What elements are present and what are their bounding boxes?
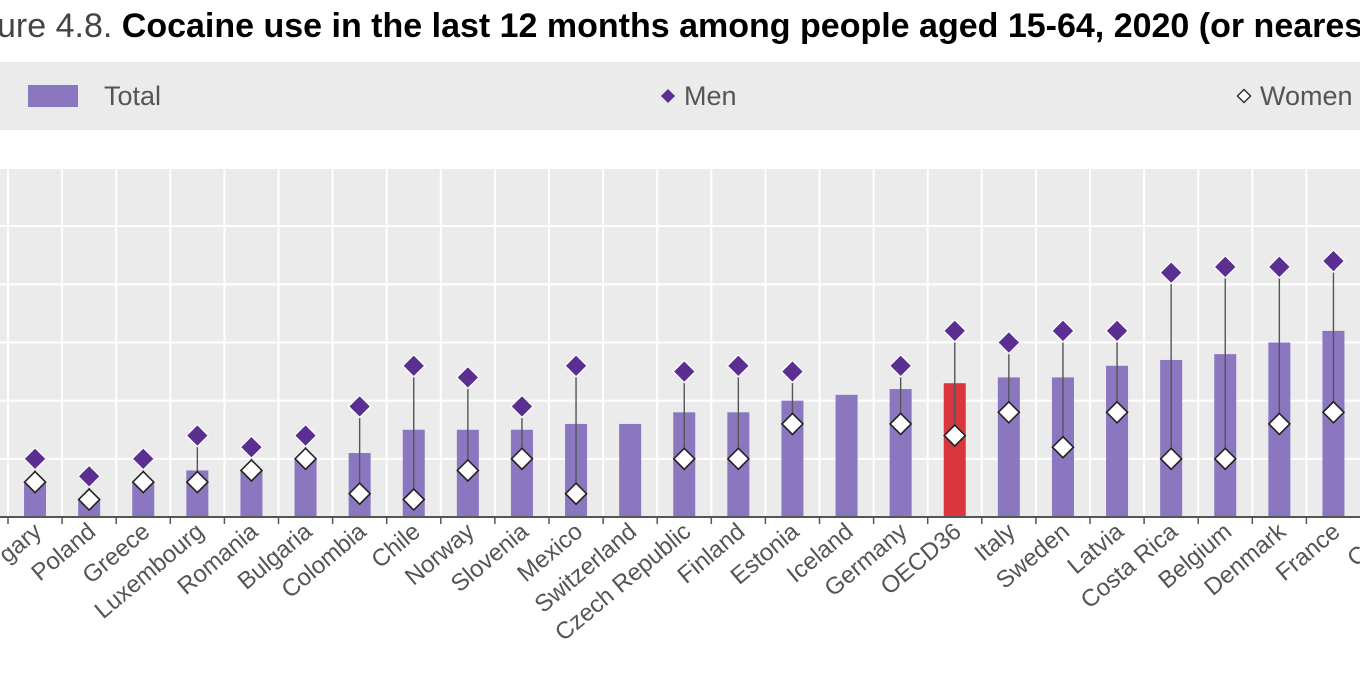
- bar-total: [1322, 330, 1345, 517]
- marker-women: [672, 447, 696, 471]
- bar-total: [1106, 365, 1129, 517]
- marker-men: [564, 353, 588, 378]
- marker-men: [942, 319, 967, 343]
- marker-women: [239, 458, 264, 483]
- legend-men-label: Men: [684, 80, 737, 111]
- bar-total: [943, 383, 966, 517]
- legend-total-label: Total: [104, 80, 162, 111]
- marker-women: [77, 487, 101, 512]
- figure-label: ure 4.8.: [0, 7, 113, 45]
- x-tick-labels: garyPolandGreeceLuxembourgRomaniaBulgari…: [0, 517, 1360, 646]
- marker-men: [780, 359, 805, 384]
- bar-total: [132, 482, 155, 517]
- marker-women: [185, 470, 209, 494]
- marker-men: [456, 365, 480, 390]
- marker-women: [1267, 412, 1291, 436]
- marker-women: [1213, 447, 1237, 471]
- marker-women: [510, 447, 534, 471]
- bar-total: [240, 470, 263, 517]
- marker-men: [23, 446, 47, 471]
- markers-women: [23, 400, 1346, 512]
- marker-men: [1267, 255, 1292, 279]
- marker-women: [456, 458, 480, 483]
- gridlines: [0, 167, 1360, 517]
- legend-men-diamond-icon: [661, 89, 675, 103]
- legend-item-men: Men: [660, 62, 737, 130]
- marker-women: [726, 447, 750, 471]
- marker-men: [1105, 319, 1129, 343]
- marker-women: [889, 412, 913, 436]
- figure-title-text: Cocaine use in the last 12 months among …: [121, 7, 1360, 45]
- marker-women: [293, 447, 318, 471]
- legend-item-women: Women: [1236, 62, 1353, 130]
- marker-men: [1159, 260, 1183, 285]
- marker-men: [77, 464, 101, 489]
- marker-men: [293, 423, 318, 448]
- legend-women-diamond-icon: [1236, 88, 1252, 104]
- marker-men: [1213, 255, 1238, 279]
- x-axis: [0, 516, 1360, 524]
- legend-women-label: Women: [1260, 80, 1353, 111]
- marker-women: [348, 482, 372, 506]
- marker-women: [23, 470, 47, 494]
- marker-men: [347, 394, 372, 419]
- marker-men: [1051, 319, 1075, 343]
- marker-men: [239, 435, 264, 460]
- marker-women: [1321, 400, 1346, 424]
- bar-total: [24, 482, 47, 517]
- marker-men: [888, 353, 913, 378]
- marker-women: [564, 482, 588, 506]
- marker-women: [780, 412, 805, 436]
- marker-women: [1105, 400, 1129, 424]
- marker-men: [401, 353, 426, 378]
- chart-title: ure 4.8. Cocaine use in the last 12 mont…: [0, 4, 1360, 48]
- marker-women: [402, 487, 426, 512]
- x-tick-label: Croa: [1342, 518, 1360, 573]
- marker-men: [997, 330, 1021, 355]
- marker-men: [185, 423, 210, 448]
- marker-men: [1321, 249, 1346, 273]
- marker-women: [997, 400, 1021, 424]
- marker-women: [1051, 435, 1075, 459]
- marker-men: [726, 353, 751, 378]
- marker-men: [131, 446, 156, 471]
- bar-total: [294, 458, 317, 517]
- bar-total: [510, 429, 533, 517]
- marker-women: [131, 470, 155, 494]
- marker-men: [672, 359, 697, 384]
- legend: Total Men Women: [0, 62, 1360, 130]
- legend-total-swatch: [28, 85, 78, 107]
- markers-men: [23, 249, 1346, 489]
- legend-item-total: Total: [28, 62, 161, 130]
- bar-total: [619, 423, 642, 517]
- marker-women: [1159, 447, 1183, 471]
- marker-women: [943, 423, 967, 448]
- bar-total: [835, 394, 858, 517]
- marker-men: [510, 394, 534, 419]
